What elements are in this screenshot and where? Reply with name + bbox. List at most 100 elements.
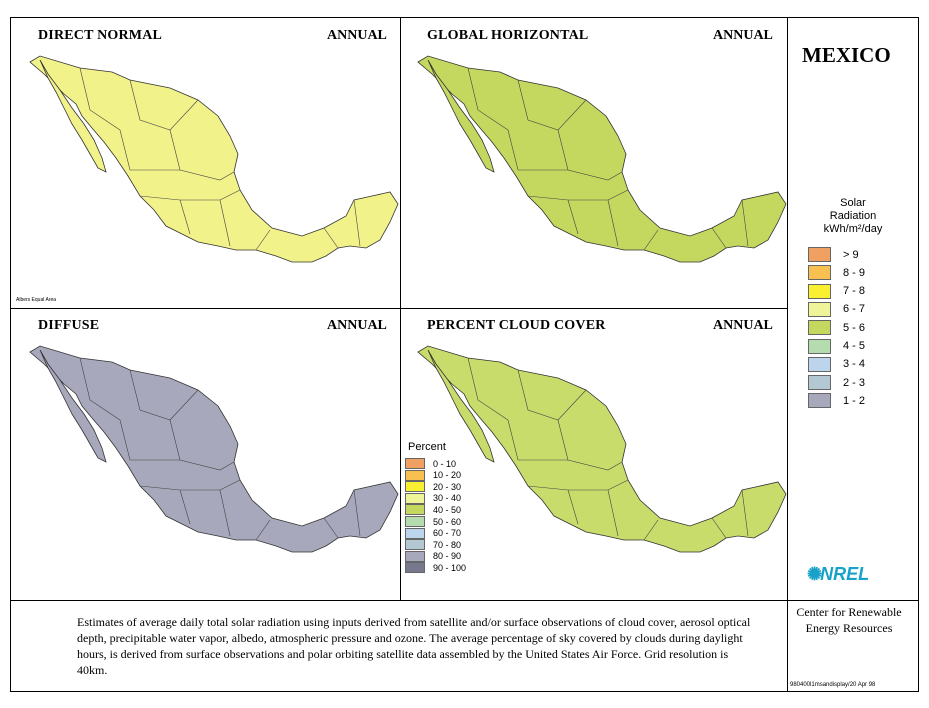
state-border-line: [711, 227, 727, 249]
state-border-line: [119, 129, 180, 171]
state-border-line: [507, 419, 568, 461]
panel-period-cloud-cover: ANNUAL: [713, 318, 773, 333]
state-border-line: [129, 369, 199, 421]
percent-legend-title: Percent: [408, 441, 446, 453]
solar-legend-swatch: [808, 338, 831, 354]
percent-legend-swatch: [405, 562, 425, 574]
percent-legend-swatch: [405, 539, 425, 551]
map-identifier: 980400l1msandisplay/20 Apr 98: [790, 682, 876, 688]
state-border-line: [139, 479, 241, 491]
mexico-mainland-shape: [417, 345, 787, 553]
panel-title-direct-normal: DIRECT NORMAL: [38, 28, 163, 43]
state-border-line: [527, 189, 629, 201]
organization-line1: Center for Renewable: [796, 605, 902, 619]
percent-legend-label: 70 - 80: [433, 539, 462, 550]
state-border-line: [467, 67, 509, 131]
state-border-line: [323, 227, 339, 249]
nrel-logo-text: NREL: [820, 564, 870, 584]
solar-legend-item: 3 - 4: [808, 356, 866, 372]
percent-legend-swatch: [405, 481, 425, 493]
state-border-line: [741, 489, 749, 537]
percent-legend-swatch: [405, 504, 425, 516]
solar-legend-title-line2: Radiation: [829, 210, 877, 222]
solar-legend-item: 2 - 3: [808, 375, 866, 391]
solar-legend-swatch: [808, 393, 831, 409]
state-border-line: [169, 129, 235, 181]
percent-legend-swatch: [405, 516, 425, 527]
percent-legend-item: 40 - 50: [405, 504, 462, 516]
mexico-mainland-shape: [29, 55, 399, 263]
state-border-line: [179, 199, 191, 235]
percent-legend-swatch: [405, 458, 425, 469]
baja-peninsula-shape: [427, 59, 495, 173]
panel-title-cloud-cover: PERCENT CLOUD COVER: [427, 318, 606, 333]
state-border-line: [607, 489, 619, 537]
map-diffuse: [29, 345, 399, 553]
solar-legend-title-line3: kWh/m²/day: [823, 223, 883, 235]
percent-legend-label: 80 - 90: [433, 551, 462, 562]
state-border-line: [219, 489, 231, 537]
solar-legend-label: 3 - 4: [843, 358, 866, 371]
state-border-line: [517, 369, 587, 421]
percent-legend-item: 90 - 100: [405, 562, 466, 574]
percent-legend-label: 40 - 50: [433, 504, 462, 515]
panel-period-direct-normal: ANNUAL: [327, 28, 387, 43]
state-border-line: [557, 419, 623, 471]
panel-period-diffuse: ANNUAL: [327, 318, 387, 333]
state-border-line: [255, 229, 271, 251]
solar-legend-swatch: [808, 247, 831, 262]
organization-line2: Energy Resources: [805, 621, 893, 635]
solar-legend-label: 2 - 3: [843, 376, 866, 389]
percent-legend-label: 30 - 40: [433, 493, 462, 504]
divider-right: [787, 17, 788, 692]
solar-legend-item: 1 - 2: [808, 393, 865, 409]
state-border-line: [557, 129, 623, 181]
panel-title-global-horizontal: GLOBAL HORIZONTAL: [427, 28, 589, 43]
percent-legend-label: 50 - 60: [433, 516, 462, 527]
solar-legend-swatch: [808, 320, 831, 336]
state-border-line: [79, 357, 121, 421]
solar-legend-swatch: [808, 356, 831, 372]
state-border-line: [711, 517, 727, 539]
solar-legend-swatch: [808, 301, 831, 317]
state-border-line: [567, 199, 579, 235]
state-border-line: [353, 199, 361, 247]
state-border-line: [517, 79, 587, 131]
state-border-line: [467, 357, 509, 421]
percent-legend-item: 30 - 40: [405, 492, 462, 504]
solar-legend-title: Solar Radiation kWh/m²/day: [808, 197, 898, 236]
state-border-line: [169, 419, 235, 471]
mexico-mainland-shape: [29, 345, 399, 553]
percent-legend-swatch: [405, 527, 425, 539]
description-text: Estimates of average daily total solar r…: [77, 615, 751, 677]
solar-legend-label: 5 - 6: [843, 321, 866, 334]
projection-note: Albers Equal Area: [16, 297, 57, 303]
map-cloud-cover: [417, 345, 787, 553]
state-border-line: [643, 229, 659, 251]
solar-legend-label: 8 - 9: [843, 266, 866, 279]
panel-title-diffuse: DIFFUSE: [38, 318, 100, 333]
mexico-mainland-shape: [417, 55, 787, 263]
state-border-line: [129, 79, 199, 131]
map-sheet-frame: [10, 17, 919, 692]
baja-peninsula-shape: [39, 349, 107, 463]
percent-legend-item: 10 - 20: [405, 469, 461, 481]
divider-middle: [10, 308, 787, 309]
state-border-line: [323, 517, 339, 539]
map-direct-normal: [29, 55, 399, 263]
state-border-line: [353, 489, 361, 537]
percent-legend-label: 20 - 30: [433, 481, 462, 492]
nrel-sun-icon: ✺: [807, 564, 822, 584]
state-border-line: [179, 489, 191, 525]
solar-legend-item: 4 - 5: [808, 338, 865, 354]
state-border-line: [507, 129, 568, 171]
baja-peninsula-shape: [39, 59, 107, 173]
percent-legend-item: 60 - 70: [405, 527, 461, 539]
percent-legend-label: 0 - 10: [433, 458, 457, 469]
state-border-line: [527, 479, 629, 491]
solar-legend-item: 8 - 9: [808, 265, 866, 281]
state-border-line: [139, 189, 241, 201]
percent-legend-item: 20 - 30: [405, 481, 462, 493]
state-border-line: [567, 489, 579, 525]
percent-legend-item: 70 - 80: [405, 539, 462, 551]
